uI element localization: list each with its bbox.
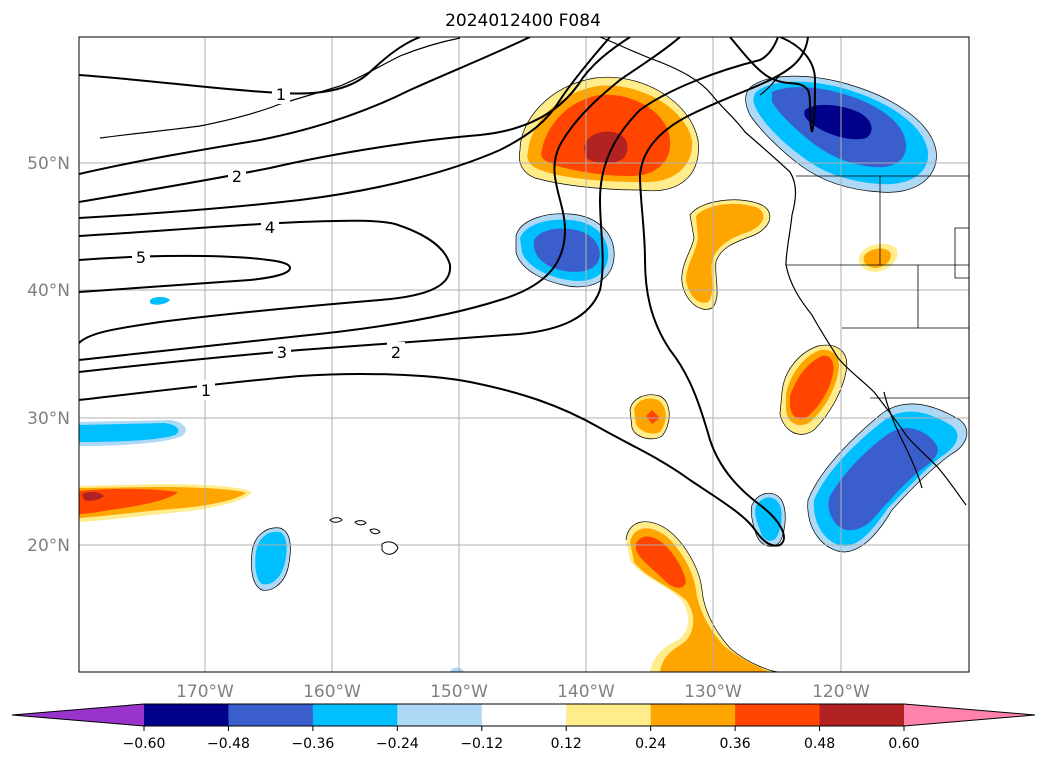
- colorbar-segment: [228, 704, 314, 726]
- shaded-field-ne-pacific-positive: [519, 77, 699, 191]
- contour-label: 3: [277, 343, 287, 362]
- colorbar-tick-label: −0.48: [207, 736, 250, 752]
- colorbar-tick-label: −0.24: [376, 736, 419, 752]
- colorbar-segment: [819, 704, 905, 726]
- contour-label-group: 1 2 4 5 3 2 1: [132, 84, 405, 400]
- contour-label: 4: [265, 218, 275, 237]
- contour-label: 2: [391, 343, 401, 362]
- map-area: 1 2 4 5 3 2 1: [79, 37, 969, 672]
- islands: [329, 517, 399, 555]
- latitude-labels: 50°N 40°N 30°N 20°N: [27, 154, 70, 556]
- colorbar-tick-label: −0.36: [291, 736, 334, 752]
- latitude-label: 20°N: [27, 536, 70, 556]
- latitude-label: 40°N: [27, 281, 70, 301]
- colorbar: [11, 703, 1036, 727]
- colorbar-tick-label: −0.12: [460, 736, 503, 752]
- latitude-label: 30°N: [27, 409, 70, 429]
- colorbar-tick-label: 0.48: [804, 736, 835, 752]
- latitude-label: 50°N: [27, 154, 70, 174]
- longitude-label: 170°W: [176, 682, 234, 702]
- colorbar-segment: [312, 704, 398, 726]
- colorbar-segment: [144, 704, 229, 726]
- political-boundaries: [786, 175, 969, 399]
- longitude-label: 130°W: [684, 682, 742, 702]
- shaded-field-socal-positive: [780, 345, 847, 435]
- colorbar-segment: [650, 704, 736, 726]
- colorbar-extend-high: [904, 704, 1035, 726]
- map-title: 2024012400 F084: [445, 11, 601, 31]
- colorbar-tick-label: 0.36: [720, 736, 751, 752]
- graticule: [79, 37, 969, 672]
- shaded-field-mexico-negative: [807, 403, 967, 552]
- colorbar-segment: [481, 704, 567, 726]
- contour-label: 2: [232, 167, 242, 186]
- contour-label: 5: [136, 248, 146, 267]
- map-frame: [78, 36, 970, 673]
- shaded-field-oregon-positive: [681, 199, 770, 310]
- longitude-label: 160°W: [303, 682, 361, 702]
- longitude-label: 120°W: [812, 682, 870, 702]
- colorbar-tick-label: 0.60: [888, 736, 919, 752]
- longitude-labels: 170°W 160°W 150°W 140°W 130°W 120°W: [176, 682, 870, 702]
- shaded-field-subtropical-positive: [79, 394, 780, 672]
- colorbar-tick-label: 0.12: [551, 736, 582, 752]
- contour-label: 1: [201, 381, 211, 400]
- longitude-label: 150°W: [430, 682, 488, 702]
- colorbar-tick-label: 0.24: [635, 736, 666, 752]
- colorbar-segment: [735, 704, 821, 726]
- colorbar-segment: [566, 704, 652, 726]
- colorbar-ticks: −0.60 −0.48 −0.36 −0.24 −0.12 0.12 0.24 0.36 0.4…: [123, 726, 920, 752]
- colorbar-tick-label: −0.60: [123, 736, 166, 752]
- longitude-label: 140°W: [557, 682, 615, 702]
- colorbar-extend-low: [12, 704, 144, 726]
- contour-label: 1: [276, 85, 286, 104]
- colorbar-segment: [397, 704, 483, 726]
